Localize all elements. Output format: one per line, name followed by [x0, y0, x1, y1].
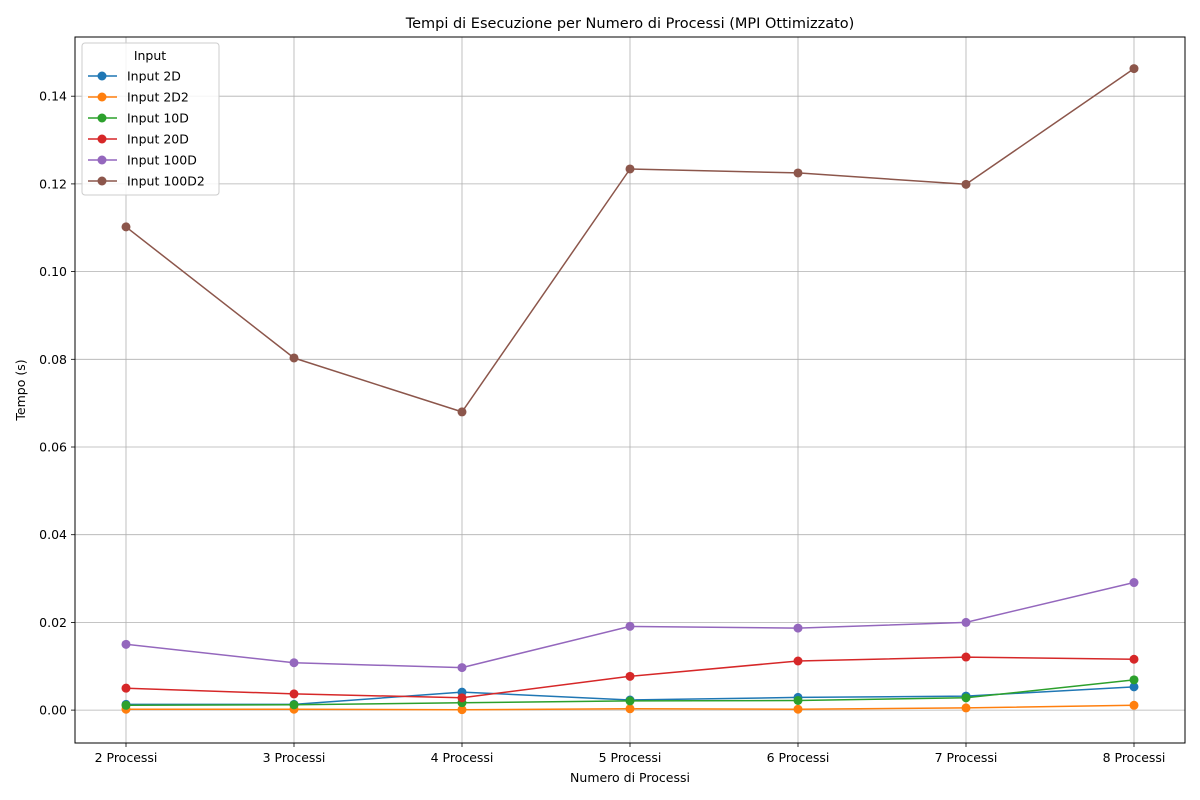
- series-input-10d: [121, 675, 1139, 710]
- y-tick-label: 0.00: [39, 703, 67, 718]
- data-point: [625, 696, 635, 706]
- x-axis-label: Numero di Processi: [570, 770, 690, 785]
- y-tick-label: 0.14: [39, 89, 67, 104]
- x-axis: 2 Processi 3 Processi 4 Processi 5 Processi…: [95, 743, 1166, 765]
- data-point: [625, 671, 635, 681]
- legend-marker: [97, 176, 107, 186]
- data-point: [961, 617, 971, 627]
- legend-item: Input 2D: [88, 69, 181, 84]
- x-tick-label: 2 Processi: [95, 750, 158, 765]
- data-point: [961, 703, 971, 713]
- data-point: [289, 689, 299, 699]
- data-point: [1129, 654, 1139, 664]
- data-point: [793, 656, 803, 666]
- data-point: [457, 693, 467, 703]
- data-point: [1129, 64, 1139, 74]
- legend-marker: [97, 155, 107, 165]
- data-point: [961, 693, 971, 703]
- data-point: [793, 695, 803, 705]
- legend-item: Input 20D: [88, 132, 189, 147]
- data-point: [1129, 675, 1139, 685]
- y-axis: 0.00 0.02 0.04 0.06 0.08 0.10 0.12 0.14: [39, 89, 75, 718]
- data-point: [793, 704, 803, 714]
- series-layer: [121, 64, 1139, 715]
- data-point: [121, 683, 131, 693]
- series-input-100d: [121, 578, 1139, 673]
- data-point: [289, 353, 299, 363]
- data-point: [121, 222, 131, 232]
- data-point: [793, 623, 803, 633]
- x-tick-label: 4 Processi: [431, 750, 494, 765]
- legend-items: Input 2D Input 2D2 Input 10D Input 20D Input…: [88, 69, 205, 189]
- legend-label: Input 2D2: [127, 90, 189, 105]
- y-axis-label: Tempo (s): [13, 359, 28, 421]
- legend-item: Input 10D: [88, 111, 189, 126]
- legend-marker: [97, 92, 107, 102]
- legend-label: Input 10D: [127, 111, 189, 126]
- data-point: [121, 700, 131, 710]
- legend-marker: [97, 71, 107, 81]
- data-point: [961, 179, 971, 189]
- data-point: [1129, 578, 1139, 588]
- x-tick-label: 3 Processi: [263, 750, 326, 765]
- y-tick-label: 0.08: [39, 352, 67, 367]
- data-point: [289, 700, 299, 710]
- data-point: [961, 652, 971, 662]
- legend-label: Input 100D2: [127, 174, 205, 189]
- y-tick-label: 0.04: [39, 527, 67, 542]
- x-tick-label: 5 Processi: [599, 750, 662, 765]
- legend-title: Input: [134, 48, 166, 63]
- data-point: [625, 621, 635, 631]
- legend-marker: [97, 113, 107, 123]
- legend: Input Input 2D Input 2D2 Input 10D Input 20…: [81, 42, 220, 196]
- data-point: [1129, 700, 1139, 710]
- data-point: [793, 168, 803, 178]
- y-tick-label: 0.12: [39, 176, 67, 191]
- legend-marker: [97, 134, 107, 144]
- legend-label: Input 20D: [127, 132, 189, 147]
- legend-label: Input 100D: [127, 153, 197, 168]
- legend-item: Input 100D2: [88, 174, 205, 189]
- legend-item: Input 2D2: [88, 90, 189, 105]
- y-tick-label: 0.06: [39, 440, 67, 455]
- legend-label: Input 2D: [127, 69, 181, 84]
- data-point: [289, 658, 299, 668]
- data-point: [457, 407, 467, 417]
- chart-title: Tempi di Esecuzione per Numero di Proces…: [405, 16, 855, 32]
- data-point: [625, 164, 635, 174]
- x-tick-label: 8 Processi: [1103, 750, 1166, 765]
- grid-lines: [75, 37, 1185, 743]
- data-point: [457, 663, 467, 673]
- y-tick-label: 0.10: [39, 264, 67, 279]
- legend-item: Input 100D: [88, 153, 197, 168]
- x-tick-label: 6 Processi: [767, 750, 830, 765]
- series-input-20d: [121, 652, 1139, 703]
- y-tick-label: 0.02: [39, 615, 67, 630]
- data-point: [121, 639, 131, 649]
- data-point: [457, 705, 467, 715]
- data-point: [1129, 682, 1139, 692]
- series-input-100d2: [121, 64, 1139, 417]
- x-tick-label: 7 Processi: [935, 750, 998, 765]
- legend-frame: [81, 42, 220, 196]
- data-point: [625, 704, 635, 714]
